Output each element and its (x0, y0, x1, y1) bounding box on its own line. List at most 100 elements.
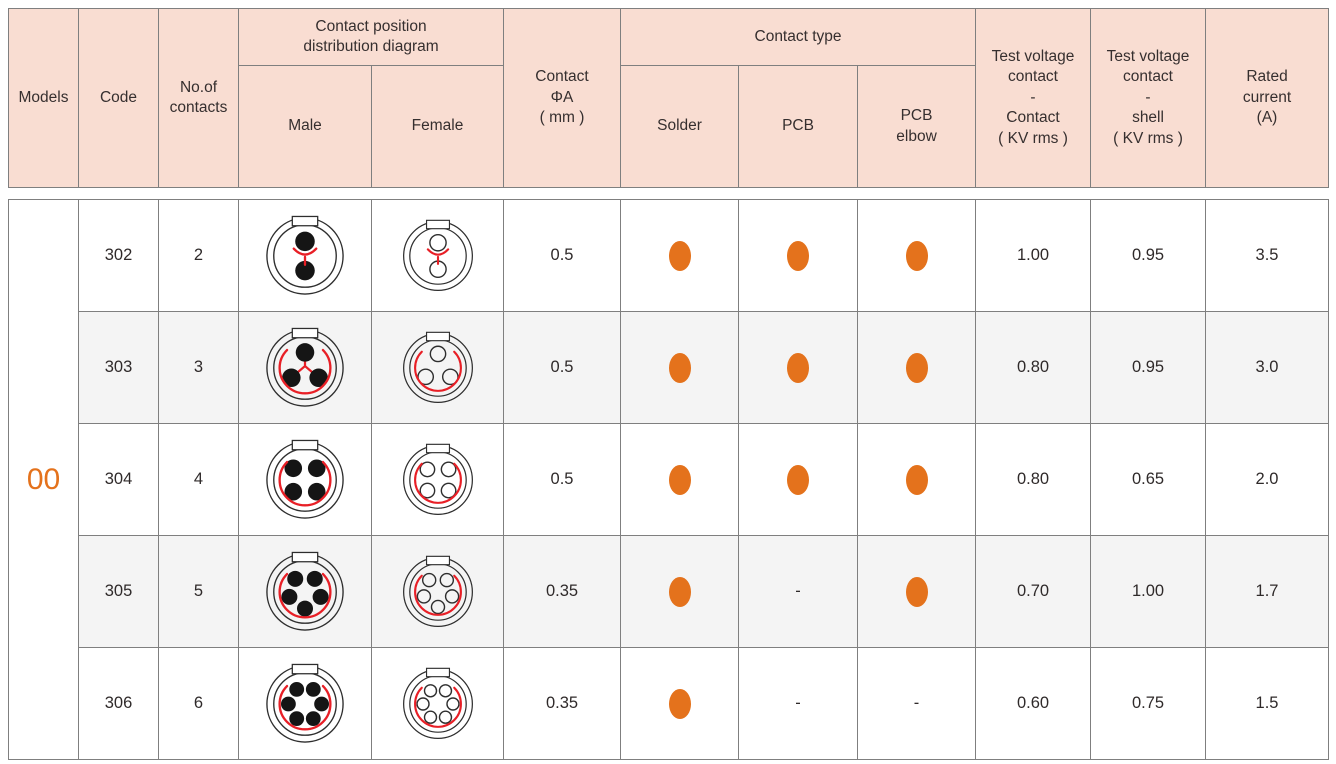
female-diagram-cell (371, 535, 504, 648)
header-pcb-elbow: PCB elbow (857, 65, 977, 188)
female-connector-icon (402, 443, 473, 515)
rated-current-cell: 3.0 (1205, 311, 1329, 424)
solder-cell (620, 311, 739, 424)
pcb-elbow-cell: - (857, 647, 976, 760)
contacts-count-cell: 6 (158, 647, 239, 760)
contact-diameter-cell: 0.5 (503, 423, 621, 536)
test-voltage-contact-cell: 0.80 (975, 423, 1091, 536)
solder-cell (620, 647, 739, 760)
header-code: Code (78, 8, 159, 188)
rated-current-cell: 2.0 (1205, 423, 1329, 536)
male-diagram-cell (238, 423, 372, 536)
header-contact-type: Contact type (620, 8, 977, 66)
contacts-count-cell: 5 (158, 535, 239, 648)
female-diagram-cell (371, 423, 504, 536)
contact-type-dot (905, 576, 928, 607)
spec-body-table: 00 302 2 0.5 1.00 0.95 3.5 303 3 0.5 0.80 0.95 3.0 30… (8, 199, 1329, 760)
contact-type-dot (668, 240, 691, 271)
rated-current-cell: 1.7 (1205, 535, 1329, 648)
header-test-voltage-shell: Test voltage contact - shell ( KV rms ) (1090, 8, 1207, 188)
female-connector-icon (402, 219, 473, 291)
contact-type-dot (905, 352, 928, 383)
pcb-cell (738, 311, 858, 424)
female-diagram-cell (371, 311, 504, 424)
pcb-elbow-cell (857, 199, 976, 312)
male-diagram-cell (238, 311, 372, 424)
pcb-cell: - (738, 647, 858, 760)
male-diagram-cell (238, 199, 372, 312)
rated-current-cell: 1.5 (1205, 647, 1329, 760)
header-no-of-contacts: No.of contacts (158, 8, 239, 188)
test-voltage-contact-cell: 0.70 (975, 535, 1091, 648)
spec-row-303: 303 3 0.5 0.80 0.95 3.0 (9, 311, 1329, 424)
spec-body: 00 302 2 0.5 1.00 0.95 3.5 303 3 0.5 0.80 0.95 3.0 30… (8, 199, 1329, 760)
female-diagram-cell (371, 647, 504, 760)
pcb-cell: - (738, 535, 858, 648)
pcb-cell (738, 423, 858, 536)
spec-header-table: Models Code No.of contacts Contact posit… (8, 8, 1330, 188)
models-value: 00 (8, 199, 79, 760)
test-voltage-contact-cell: 0.60 (975, 647, 1091, 760)
header-test-voltage-contact: Test voltage contact - Contact ( KV rms … (975, 8, 1092, 188)
male-diagram-cell (238, 647, 372, 760)
pcb-elbow-cell (857, 535, 976, 648)
header-contact-diameter: Contact ΦA ( mm ) (503, 8, 622, 188)
header-models: Models (8, 8, 79, 188)
contact-type-dot (668, 688, 691, 719)
contact-type-dot (905, 240, 928, 271)
test-voltage-contact-cell: 0.80 (975, 311, 1091, 424)
contact-type-dot (787, 352, 809, 383)
code-cell: 302 (78, 199, 159, 312)
header-body-gap (8, 188, 1328, 199)
contact-diameter-cell: 0.5 (503, 199, 621, 312)
pcb-elbow-cell (857, 423, 976, 536)
test-voltage-shell-cell: 0.95 (1090, 311, 1206, 424)
test-voltage-contact-cell: 1.00 (975, 199, 1091, 312)
male-connector-icon (266, 439, 344, 519)
female-connector-icon (402, 667, 473, 739)
female-connector-icon (402, 331, 473, 403)
header-male: Male (238, 65, 372, 188)
solder-cell (620, 423, 739, 536)
rated-current-cell: 3.5 (1205, 199, 1329, 312)
contact-diameter-cell: 0.35 (503, 535, 621, 648)
contact-type-dot (787, 464, 809, 495)
contact-type-dot (668, 352, 691, 383)
male-diagram-cell (238, 535, 372, 648)
test-voltage-shell-cell: 1.00 (1090, 535, 1206, 648)
code-cell: 305 (78, 535, 159, 648)
spec-row-302: 00 302 2 0.5 1.00 0.95 3.5 (8, 199, 1329, 760)
code-cell: 306 (78, 647, 159, 760)
female-connector-icon (402, 555, 473, 627)
header-rated-current: Rated current (A) (1205, 8, 1330, 188)
contacts-count-cell: 4 (158, 423, 239, 536)
header-female: Female (370, 65, 505, 188)
male-connector-icon (266, 663, 344, 743)
code-cell: 303 (78, 311, 159, 424)
contact-type-dot (787, 240, 809, 271)
solder-cell (620, 535, 739, 648)
solder-cell (620, 199, 739, 312)
code-cell: 304 (78, 423, 159, 536)
male-connector-icon (266, 327, 344, 407)
contact-diameter-cell: 0.5 (503, 311, 621, 424)
female-diagram-cell (371, 199, 504, 312)
spec-row-306: 306 6 0.35- -0.60 0.75 1.5 (9, 647, 1329, 760)
test-voltage-shell-cell: 0.95 (1090, 199, 1206, 312)
contacts-count-cell: 3 (158, 311, 239, 424)
pcb-elbow-cell (857, 311, 976, 424)
spec-row-304: 304 4 0.5 0.80 0.65 2.0 (9, 423, 1329, 536)
contacts-count-cell: 2 (158, 199, 239, 312)
contact-type-dot (668, 464, 691, 495)
male-connector-icon (266, 215, 344, 295)
header-contact-position-diagram: Contact position distribution diagram (237, 8, 505, 66)
header-pcb: PCB (738, 65, 859, 188)
spec-row-305: 305 5 0.35 - 0.70 1.00 1.7 (9, 535, 1329, 648)
contact-type-dot (668, 576, 691, 607)
test-voltage-shell-cell: 0.65 (1090, 423, 1206, 536)
header-solder: Solder (620, 65, 740, 188)
contact-diameter-cell: 0.35 (503, 647, 621, 760)
male-connector-icon (266, 551, 344, 631)
contact-type-dot (905, 464, 928, 495)
